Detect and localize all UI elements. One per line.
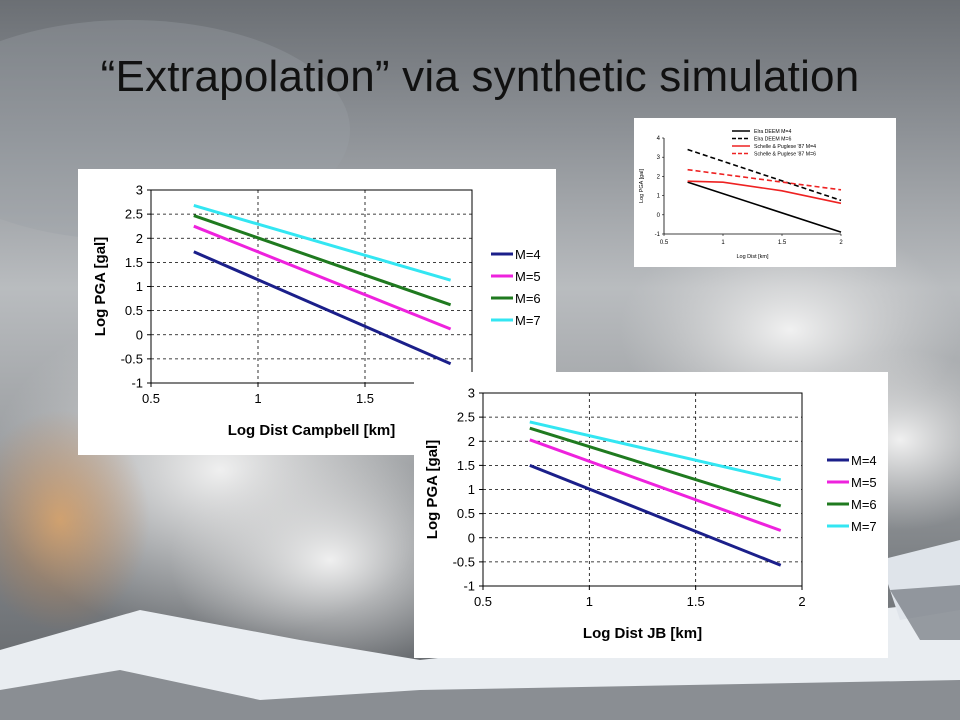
inset-series-line: [687, 180, 842, 205]
series-line-M4: [529, 463, 782, 567]
legend-label: M=5: [851, 475, 877, 490]
y-tick-label: 4: [657, 136, 661, 142]
inset-legend-label: Schelle & Puglese '87 M=4: [754, 144, 816, 150]
x-tick-label: 1.5: [687, 594, 705, 609]
inset-chart: 0.5 1 1.5 2 -1 0 1 2 3 4 Elra DEEM M=4 Elra DEEM M=…: [639, 129, 843, 260]
y-tick-label: -0.5: [453, 554, 475, 569]
y-tick-label: 3: [657, 155, 661, 161]
x-tick-label: 1: [586, 594, 593, 609]
y-tick-label: 1: [468, 482, 475, 497]
y-tick-label: -1: [131, 376, 143, 391]
y-tick-label: 1.5: [457, 458, 475, 473]
y-tick-label: 1: [657, 194, 661, 200]
y-tick-label: 2: [136, 231, 143, 246]
y-axis-title: Log PGA [gal]: [92, 237, 109, 336]
campbell-chart: 0.511.52-1-0.500.511.522.53M=4M=5M=6M=7L…: [92, 183, 541, 440]
y-tick-label: 0: [136, 327, 143, 342]
legend-label: M=4: [851, 453, 877, 468]
legend-label: M=6: [851, 497, 877, 512]
inset-y-axis-title: Log PGA [gal]: [639, 169, 645, 203]
x-tick-label: 2: [839, 240, 843, 246]
chart-panel-inset: 0.5 1 1.5 2 -1 0 1 2 3 4 Elra DEEM M=4 Elra DEEM M=…: [634, 118, 896, 267]
x-tick-label: 1.5: [356, 391, 374, 406]
legend-label: M=5: [515, 269, 541, 284]
series-line-M6: [193, 214, 452, 307]
y-tick-label: 2.5: [457, 410, 475, 425]
x-axis-title: Log Dist Campbell [km]: [228, 422, 396, 439]
y-tick-label: 3: [136, 183, 143, 198]
legend-label: M=7: [515, 313, 541, 328]
series-line-M6: [529, 426, 782, 508]
series-line-M4: [193, 250, 452, 366]
y-tick-label: 2: [468, 434, 475, 449]
y-tick-label: -1: [655, 232, 661, 238]
x-tick-label: 1.5: [778, 240, 787, 246]
x-tick-label: 2: [798, 594, 805, 609]
legend-label: M=7: [851, 519, 877, 534]
y-tick-label: -1: [463, 579, 475, 594]
x-tick-label: 0.5: [474, 594, 492, 609]
y-tick-label: 0.5: [457, 506, 475, 521]
series-line-M5: [529, 438, 782, 532]
x-tick-label: 0.5: [660, 240, 669, 246]
y-tick-label: 3: [468, 386, 475, 401]
inset-series-line: [687, 168, 842, 191]
chart-panel-campbell: 0.5 1 1.5 2 -1 -0.5 0 0.5 1 1.5 2 2.5 3 M=4 M=5 M=6 M=7 L…: [78, 169, 556, 455]
inset-legend-label: Elra DEEM M=4: [754, 129, 791, 135]
inset-x-axis-title: Log Dist [km]: [736, 254, 769, 260]
y-tick-label: -0.5: [121, 351, 143, 366]
y-tick-label: 0: [468, 530, 475, 545]
y-tick-label: 2.5: [125, 207, 143, 222]
slide-title: “Extrapolation” via synthetic simulation: [100, 52, 860, 101]
x-axis-title: Log Dist JB [km]: [583, 625, 702, 642]
inset-series-line: [687, 148, 842, 202]
legend-label: M=4: [515, 247, 541, 262]
y-tick-label: 0: [657, 213, 661, 219]
y-tick-label: 1.5: [125, 255, 143, 270]
x-tick-label: 1: [721, 240, 725, 246]
y-tick-label: 0.5: [125, 303, 143, 318]
inset-legend-label: Schelle & Puglese '87 M=6: [754, 152, 816, 158]
inset-series-line: [687, 181, 842, 233]
inset-legend-label: Elra DEEM M=6: [754, 137, 791, 143]
jb-chart: 0.5 1 1.5 2 -1 -0.5 0 0.5 1 1.5 2 2.5 3 M=4 M=5 M=6 M=7 L…: [424, 386, 877, 643]
x-tick-label: 1: [254, 391, 261, 406]
x-tick-label: 0.5: [142, 391, 160, 406]
legend-label: M=6: [515, 291, 541, 306]
y-tick-label: 2: [657, 174, 661, 180]
series-line-M7: [529, 420, 782, 482]
series-line-M5: [193, 224, 452, 331]
y-axis-title: Log PGA [gal]: [424, 440, 441, 539]
series-line-M7: [193, 203, 452, 282]
y-tick-label: 1: [136, 279, 143, 294]
chart-panel-jb: 0.5 1 1.5 2 -1 -0.5 0 0.5 1 1.5 2 2.5 3 M=4 M=5 M=6 M=7 L…: [414, 372, 888, 658]
